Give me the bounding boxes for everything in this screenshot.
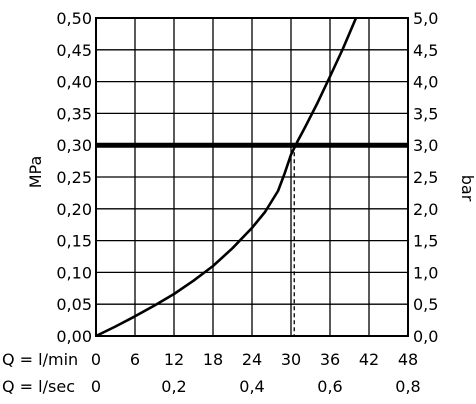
x-lmin-tick-label: 0 [91,350,101,369]
y-axis-left-title: MPa [26,156,45,189]
x-axis-lsec-title: Q = l/sec [2,377,75,396]
x-lsec-tick-label: 0,4 [239,377,264,396]
plot-frame [95,17,409,337]
x-lmin-tick-label: 48 [398,350,418,369]
y-right-tick-label: 3,0 [413,136,438,155]
y-left-tick-label: 0,05 [56,295,92,314]
x-lmin-tick-label: 42 [359,350,379,369]
y-right-tick-label: 0,5 [413,295,438,314]
x-lmin-tick-label: 6 [130,350,140,369]
y-right-tick-label: 1,5 [413,232,438,251]
y-axis-right-title: bar [458,175,476,202]
y-right-tick-label: 5,0 [413,9,438,28]
data-series-line [95,17,358,338]
y-left-tick-label: 0,15 [56,232,92,251]
reference-layer [96,142,408,336]
y-left-tick-label: 0,50 [56,9,92,28]
x-lsec-tick-label: 0,2 [161,377,186,396]
y-right-tick-label: 2,5 [413,168,438,187]
y-right-tick-label: 3,5 [413,104,438,123]
y-right-tick-label: 0,0 [413,327,438,346]
y-right-tick-label: 4,5 [413,41,438,60]
y-left-tick-label: 0,40 [56,73,92,92]
tick-labels: 0,000,050,100,150,200,250,300,350,400,45… [56,9,438,396]
x-axis-lmin-title: Q = l/min [2,350,78,369]
y-left-tick-label: 0,00 [56,327,92,346]
y-right-tick-label: 2,0 [413,200,438,219]
y-left-tick-label: 0,10 [56,263,92,282]
y-left-tick-label: 0,35 [56,104,92,123]
y-left-tick-label: 0,45 [56,41,92,60]
x-lmin-tick-label: 12 [164,350,184,369]
x-lmin-tick-label: 24 [242,350,262,369]
x-lmin-tick-label: 30 [281,350,301,369]
x-lsec-tick-label: 0,8 [395,377,420,396]
y-left-tick-label: 0,30 [56,136,92,155]
x-lmin-tick-label: 36 [320,350,340,369]
x-lsec-tick-label: 0 [91,377,101,396]
x-lmin-tick-label: 18 [203,350,223,369]
curve-layer [95,17,358,338]
grid [96,18,408,336]
x-lsec-tick-label: 0,6 [317,377,342,396]
y-right-tick-label: 4,0 [413,73,438,92]
y-left-tick-label: 0,25 [56,168,92,187]
y-right-tick-label: 1,0 [413,263,438,282]
y-left-tick-label: 0,20 [56,200,92,219]
